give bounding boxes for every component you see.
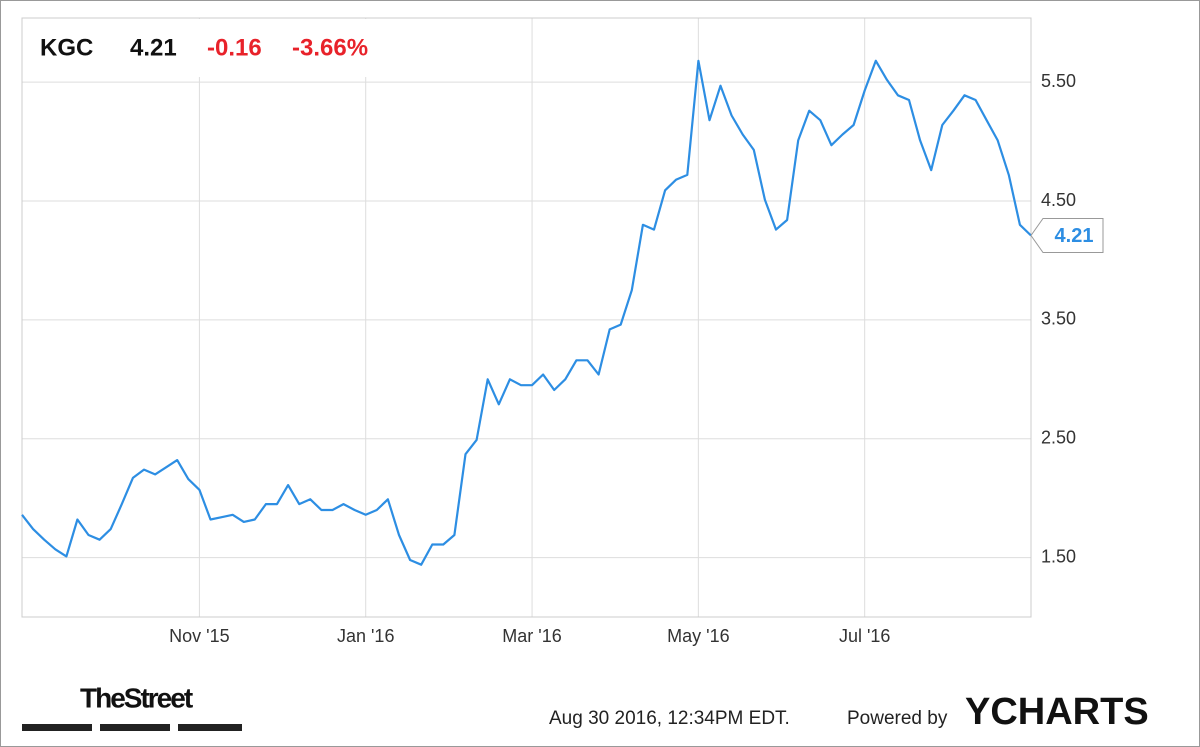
header-box <box>23 19 410 77</box>
price: 4.21 <box>130 34 177 61</box>
x-tick-label: Mar '16 <box>502 626 561 646</box>
symbol: KGC <box>40 34 93 61</box>
plot <box>21 59 1032 566</box>
logo-bar <box>22 724 92 731</box>
y-tick-label: 2.50 <box>1041 427 1076 447</box>
change-pct: -3.66% <box>292 34 368 61</box>
last-value-label: 4.21 <box>1055 225 1094 247</box>
powered-by: Powered by <box>847 708 948 729</box>
logo-bar <box>178 724 242 731</box>
y-tick-label: 1.50 <box>1041 546 1076 566</box>
y-tick-label: 5.50 <box>1041 71 1076 91</box>
price-line <box>21 59 1032 566</box>
y-tick-label: 4.50 <box>1041 190 1076 210</box>
plot-frame <box>21 17 1032 618</box>
grid <box>22 18 1031 617</box>
last-value-box <box>1030 217 1104 253</box>
y-tick-label: 3.50 <box>1041 309 1076 329</box>
logo-bar <box>100 724 170 731</box>
timestamp: Aug 30 2016, 12:34PM EDT. <box>549 708 790 729</box>
source: TheStreet <box>80 682 193 713</box>
x-tick-label: Nov '15 <box>169 626 229 646</box>
brand: YCHARTS <box>965 691 1149 733</box>
x-tick-label: May '16 <box>667 626 729 646</box>
x-tick-label: Jul '16 <box>839 626 890 646</box>
change: -0.16 <box>207 34 262 61</box>
x-tick-label: Jan '16 <box>337 626 394 646</box>
